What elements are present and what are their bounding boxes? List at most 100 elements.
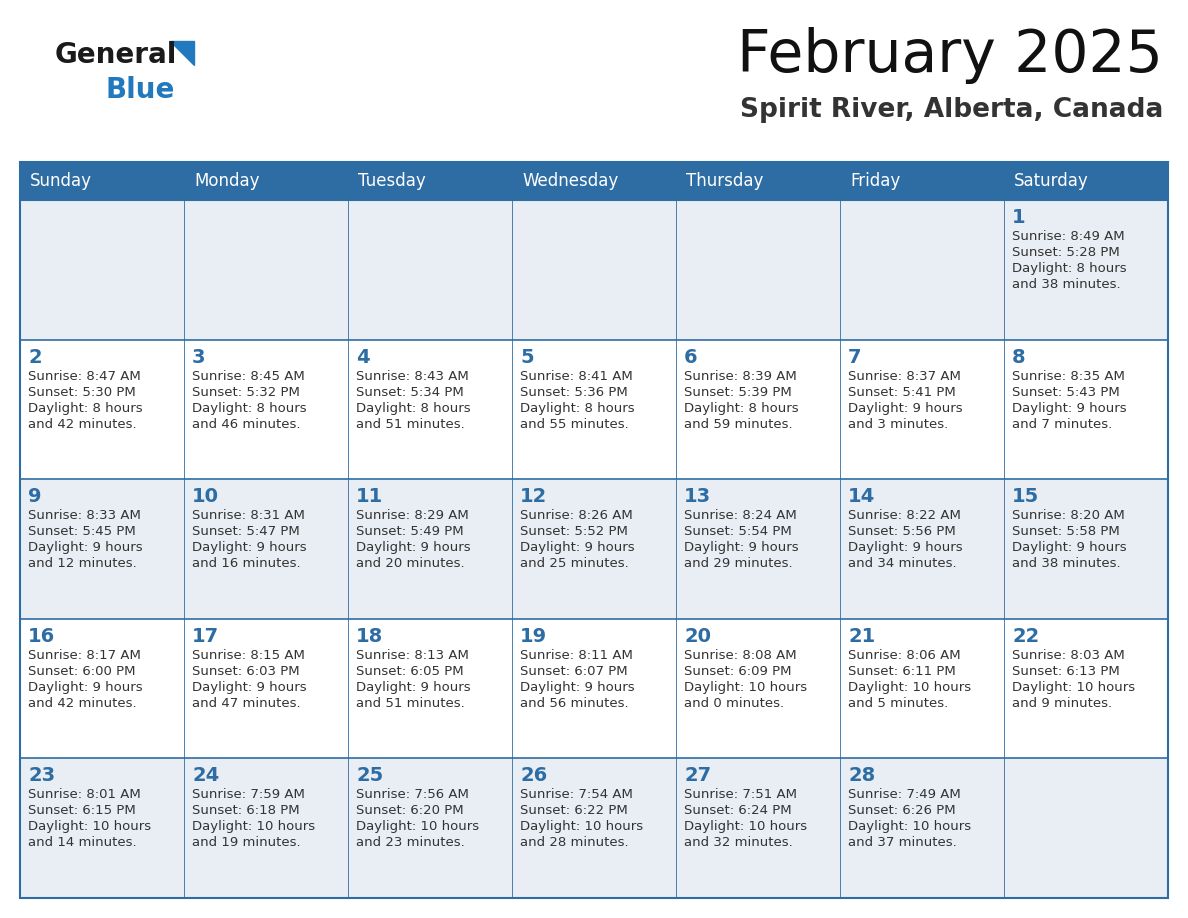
Text: and 9 minutes.: and 9 minutes. [1012,697,1112,710]
Text: Daylight: 8 hours: Daylight: 8 hours [684,401,798,415]
Polygon shape [170,41,194,65]
Bar [676,200,840,340]
Text: Sunset: 5:49 PM: Sunset: 5:49 PM [356,525,463,538]
Bar [20,162,1168,200]
Bar [676,479,840,619]
Bar [1004,479,1168,619]
Bar [20,619,184,758]
Text: and 23 minutes.: and 23 minutes. [356,836,465,849]
Text: Sunrise: 8:08 AM: Sunrise: 8:08 AM [684,649,797,662]
Bar [184,758,348,898]
Bar [512,340,676,479]
Text: 19: 19 [520,627,548,645]
Text: Sunrise: 8:26 AM: Sunrise: 8:26 AM [520,509,633,522]
Bar [512,479,676,619]
Text: and 51 minutes.: and 51 minutes. [356,418,465,431]
Text: Sunset: 6:07 PM: Sunset: 6:07 PM [520,665,627,677]
Text: Wednesday: Wednesday [522,172,618,190]
Text: Sunset: 6:22 PM: Sunset: 6:22 PM [520,804,627,817]
Text: Sunrise: 8:43 AM: Sunrise: 8:43 AM [356,370,469,383]
Text: and 16 minutes.: and 16 minutes. [192,557,301,570]
Text: Sunrise: 7:54 AM: Sunrise: 7:54 AM [520,789,633,801]
Text: 9: 9 [29,487,42,506]
Text: 4: 4 [356,348,369,366]
Text: 16: 16 [29,627,56,645]
Text: Sunrise: 8:29 AM: Sunrise: 8:29 AM [356,509,469,522]
Text: and 29 minutes.: and 29 minutes. [684,557,792,570]
Text: Daylight: 9 hours: Daylight: 9 hours [1012,401,1126,415]
Text: and 32 minutes.: and 32 minutes. [684,836,792,849]
Text: and 56 minutes.: and 56 minutes. [520,697,628,710]
Text: Sunrise: 8:22 AM: Sunrise: 8:22 AM [848,509,961,522]
Text: Daylight: 9 hours: Daylight: 9 hours [520,542,634,554]
Text: 26: 26 [520,767,548,786]
Text: Daylight: 10 hours: Daylight: 10 hours [520,821,643,834]
Text: 17: 17 [192,627,219,645]
Bar [1004,340,1168,479]
Text: Daylight: 8 hours: Daylight: 8 hours [520,401,634,415]
Text: Thursday: Thursday [685,172,764,190]
Text: 10: 10 [192,487,219,506]
Text: Sunset: 6:13 PM: Sunset: 6:13 PM [1012,665,1120,677]
Text: Saturday: Saturday [1015,172,1088,190]
Text: Sunset: 6:20 PM: Sunset: 6:20 PM [356,804,463,817]
Text: Daylight: 9 hours: Daylight: 9 hours [192,681,307,694]
Bar [676,758,840,898]
Text: Sunset: 5:28 PM: Sunset: 5:28 PM [1012,246,1120,259]
Text: and 51 minutes.: and 51 minutes. [356,697,465,710]
Text: 24: 24 [192,767,220,786]
Text: Sunrise: 8:41 AM: Sunrise: 8:41 AM [520,370,633,383]
Text: and 28 minutes.: and 28 minutes. [520,836,628,849]
Bar [184,200,348,340]
Text: Sunrise: 7:56 AM: Sunrise: 7:56 AM [356,789,469,801]
Text: Daylight: 9 hours: Daylight: 9 hours [1012,542,1126,554]
Text: and 19 minutes.: and 19 minutes. [192,836,301,849]
Text: Sunset: 5:32 PM: Sunset: 5:32 PM [192,386,299,398]
Text: Sunset: 5:54 PM: Sunset: 5:54 PM [684,525,791,538]
Text: and 42 minutes.: and 42 minutes. [29,418,137,431]
Text: 14: 14 [848,487,876,506]
Text: Sunset: 5:47 PM: Sunset: 5:47 PM [192,525,299,538]
Text: Daylight: 8 hours: Daylight: 8 hours [356,401,470,415]
Text: Sunset: 6:09 PM: Sunset: 6:09 PM [684,665,791,677]
Bar [676,619,840,758]
Text: Sunset: 6:05 PM: Sunset: 6:05 PM [356,665,463,677]
Text: Sunrise: 8:33 AM: Sunrise: 8:33 AM [29,509,141,522]
Text: Sunday: Sunday [30,172,91,190]
Text: and 3 minutes.: and 3 minutes. [848,418,948,431]
Text: Sunset: 5:56 PM: Sunset: 5:56 PM [848,525,956,538]
Text: Daylight: 9 hours: Daylight: 9 hours [29,681,143,694]
Text: Daylight: 9 hours: Daylight: 9 hours [356,681,470,694]
Text: Sunset: 5:30 PM: Sunset: 5:30 PM [29,386,135,398]
Text: 3: 3 [192,348,206,366]
Text: Sunrise: 8:01 AM: Sunrise: 8:01 AM [29,789,140,801]
Text: Sunset: 6:11 PM: Sunset: 6:11 PM [848,665,956,677]
Text: and 38 minutes.: and 38 minutes. [1012,278,1120,291]
Text: 6: 6 [684,348,697,366]
Text: and 0 minutes.: and 0 minutes. [684,697,784,710]
Text: Sunset: 5:45 PM: Sunset: 5:45 PM [29,525,135,538]
Text: Daylight: 10 hours: Daylight: 10 hours [192,821,315,834]
Text: Sunset: 5:52 PM: Sunset: 5:52 PM [520,525,628,538]
Bar [1004,200,1168,340]
Text: and 46 minutes.: and 46 minutes. [192,418,301,431]
Text: and 55 minutes.: and 55 minutes. [520,418,628,431]
Text: Sunrise: 8:11 AM: Sunrise: 8:11 AM [520,649,633,662]
Bar [1004,619,1168,758]
Bar [184,479,348,619]
Bar [840,758,1004,898]
Text: Sunrise: 8:24 AM: Sunrise: 8:24 AM [684,509,797,522]
Text: Daylight: 10 hours: Daylight: 10 hours [848,681,971,694]
Text: Blue: Blue [105,76,175,104]
Text: Sunrise: 8:37 AM: Sunrise: 8:37 AM [848,370,961,383]
Bar [184,340,348,479]
Text: Sunrise: 8:20 AM: Sunrise: 8:20 AM [1012,509,1125,522]
Text: Daylight: 9 hours: Daylight: 9 hours [356,542,470,554]
Text: Sunset: 6:00 PM: Sunset: 6:00 PM [29,665,135,677]
Text: 18: 18 [356,627,384,645]
Text: 21: 21 [848,627,876,645]
Bar [348,758,512,898]
Text: Tuesday: Tuesday [358,172,425,190]
Bar [840,619,1004,758]
Text: and 59 minutes.: and 59 minutes. [684,418,792,431]
